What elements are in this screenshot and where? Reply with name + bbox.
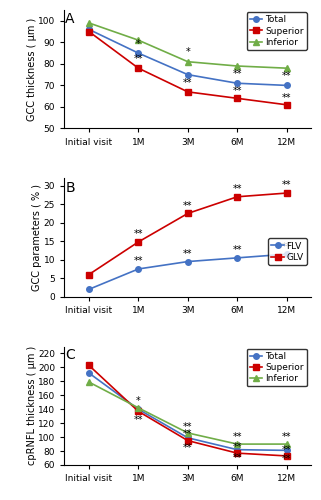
Legend: FLV, GLV: FLV, GLV [268,238,307,265]
Total [87,26,91,32]
Text: **: ** [183,249,193,259]
FLV [136,266,140,272]
Line: Total: Total [86,26,290,88]
Inferior [235,63,239,69]
FLV [285,251,289,257]
Line: Inferior: Inferior [86,380,290,447]
FLV [87,286,91,292]
Total [136,50,140,56]
Text: B: B [65,181,75,195]
GLV [235,194,239,200]
Text: C: C [65,348,75,362]
Legend: Total, Superior, Inferior: Total, Superior, Inferior [247,12,307,50]
Text: *: * [136,39,141,49]
Inferior [136,405,140,411]
Total [285,448,289,454]
Total [186,435,190,441]
Y-axis label: GCC thickness ( μm ): GCC thickness ( μm ) [27,18,37,121]
Inferior [87,379,91,385]
Text: **: ** [134,414,143,424]
Text: **: ** [183,422,193,432]
Line: GLV: GLV [86,190,290,278]
Text: *: * [186,48,190,58]
GLV [186,210,190,216]
Line: Total: Total [86,370,290,453]
Superior [87,28,91,34]
Text: **: ** [232,184,242,194]
Text: **: ** [134,54,143,64]
Superior [285,102,289,108]
Inferior [186,58,190,64]
GLV [87,272,91,278]
GLV [136,239,140,245]
Superior [186,438,190,444]
Superior [136,65,140,71]
Total [235,446,239,452]
Text: **: ** [282,71,291,81]
FLV [235,255,239,261]
Inferior [235,441,239,447]
Superior [235,96,239,102]
Text: **: ** [232,86,242,96]
Text: **: ** [183,201,193,211]
Text: *: * [136,396,141,406]
Total [87,370,91,376]
Y-axis label: GCC parameters ( % ): GCC parameters ( % ) [32,184,42,291]
Superior [285,453,289,459]
Text: **: ** [282,444,291,454]
Superior [186,89,190,95]
GLV [285,190,289,196]
Inferior [87,20,91,26]
Text: **: ** [282,180,291,190]
Superior [87,362,91,368]
FLV [186,258,190,264]
Text: A: A [65,12,75,26]
Inferior [136,37,140,43]
Text: **: ** [232,432,242,442]
Superior [136,408,140,414]
Text: **: ** [183,78,193,88]
Text: **: ** [282,242,291,252]
Legend: Total, Superior, Inferior: Total, Superior, Inferior [247,348,307,387]
Text: **: ** [134,230,143,239]
Total [136,406,140,412]
Text: **: ** [183,443,193,453]
Text: **: ** [183,429,193,439]
Text: **: ** [232,442,242,452]
Line: FLV: FLV [86,252,290,292]
Inferior [285,441,289,447]
Inferior [285,65,289,71]
Line: Superior: Superior [86,29,290,108]
Total [235,80,239,86]
Line: Superior: Superior [86,362,290,458]
Text: **: ** [282,92,291,102]
Text: **: ** [232,69,242,79]
Y-axis label: cpRNFL thickness ( μm ): cpRNFL thickness ( μm ) [27,346,37,466]
Text: **: ** [232,246,242,256]
Total [285,82,289,88]
Text: **: ** [232,453,242,463]
Total [186,72,190,78]
Inferior [186,430,190,436]
Text: **: ** [282,432,291,442]
Superior [235,450,239,456]
Line: Inferior: Inferior [86,20,290,71]
Text: **: ** [134,256,143,266]
Text: **: ** [282,454,291,464]
